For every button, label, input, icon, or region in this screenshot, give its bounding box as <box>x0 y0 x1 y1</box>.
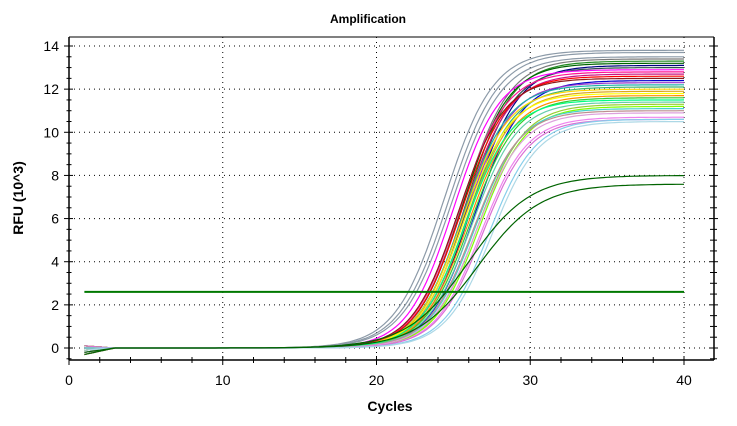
x-tick-label: 10 <box>215 372 231 388</box>
series-line <box>84 60 684 356</box>
y-axis-title: RFU (10^3) <box>10 161 26 235</box>
series-line <box>84 73 684 349</box>
x-tick-label: 30 <box>522 372 538 388</box>
series-line <box>84 183 684 356</box>
y-tick-label: 10 <box>43 124 59 140</box>
x-tick-label: 0 <box>65 372 73 388</box>
series-line <box>84 88 684 351</box>
y-tick-label: 4 <box>51 254 59 270</box>
x-tick-label: 20 <box>369 372 385 388</box>
series-line <box>84 75 684 349</box>
series-line <box>84 112 684 353</box>
y-tick-label: 8 <box>51 167 59 183</box>
series-line <box>84 105 684 349</box>
series-line <box>84 118 684 349</box>
y-tick-label: 12 <box>43 81 59 97</box>
plot-area <box>84 49 685 356</box>
series-line <box>84 97 684 349</box>
series-line <box>84 101 684 353</box>
series-line <box>84 95 684 349</box>
y-tick-label: 2 <box>51 297 59 313</box>
x-axis-title: Cycles <box>367 398 412 414</box>
x-tick-label: 40 <box>676 372 692 388</box>
series-line <box>84 99 685 351</box>
series-line <box>84 121 684 351</box>
y-tick-label: 14 <box>43 38 59 54</box>
y-tick-label: 0 <box>51 340 59 356</box>
chart-title: Amplification <box>330 12 406 26</box>
series-line <box>84 90 684 353</box>
series-line <box>84 118 684 349</box>
series-line <box>84 116 684 356</box>
y-tick-label: 6 <box>51 211 59 227</box>
series-line <box>84 103 684 356</box>
series-line <box>84 108 684 349</box>
axes: 0 2 4 6 8 10 12 14 0 10 20 30 40 <box>43 36 718 388</box>
series-line <box>84 175 684 353</box>
series-line <box>84 110 684 351</box>
series-line <box>84 86 684 349</box>
